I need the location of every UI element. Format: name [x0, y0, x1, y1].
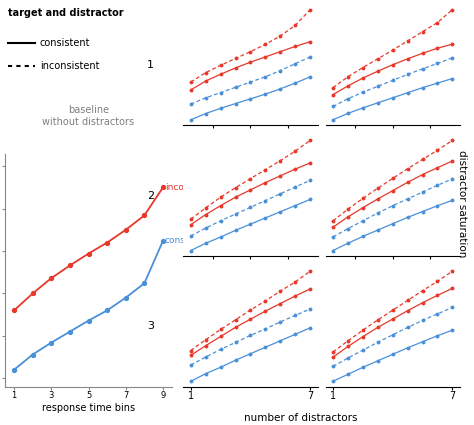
Text: distractor saturation: distractor saturation [457, 150, 467, 258]
Text: target and distractor: target and distractor [8, 8, 124, 18]
Text: inconsistent: inconsistent [40, 61, 100, 71]
Text: consistent: consistent [40, 38, 91, 48]
X-axis label: response time bins: response time bins [42, 403, 135, 413]
Text: number of distractors: number of distractors [244, 413, 358, 423]
Text: cons: cons [165, 236, 186, 245]
Text: 2: 2 [147, 190, 154, 201]
Text: incons: incons [165, 183, 194, 192]
Text: 1: 1 [147, 60, 154, 70]
Text: baseline
without distractors: baseline without distractors [43, 105, 135, 127]
Text: 3: 3 [147, 321, 154, 331]
